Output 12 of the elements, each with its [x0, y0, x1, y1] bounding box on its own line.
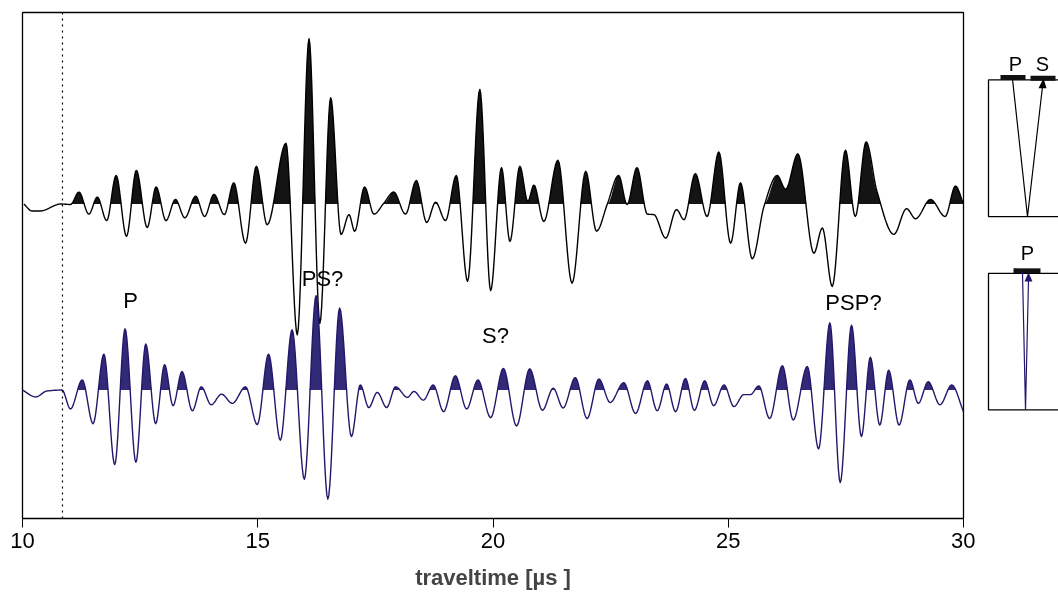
annotation: P — [123, 288, 138, 313]
text: P — [1020, 241, 1035, 264]
annotation: S? — [482, 323, 509, 348]
annotation: PSP? — [825, 290, 882, 315]
x-tick-label: 10 — [10, 527, 35, 553]
x-tick-label: 25 — [716, 527, 741, 553]
x-tick-label: 15 — [245, 527, 270, 553]
x-tick-label: 30 — [951, 527, 976, 553]
x-tick-label: 20 — [480, 527, 506, 553]
text: P — [1008, 52, 1023, 75]
x-axis-title: traveltime [µs ] — [415, 564, 571, 590]
text: S — [1035, 52, 1050, 75]
